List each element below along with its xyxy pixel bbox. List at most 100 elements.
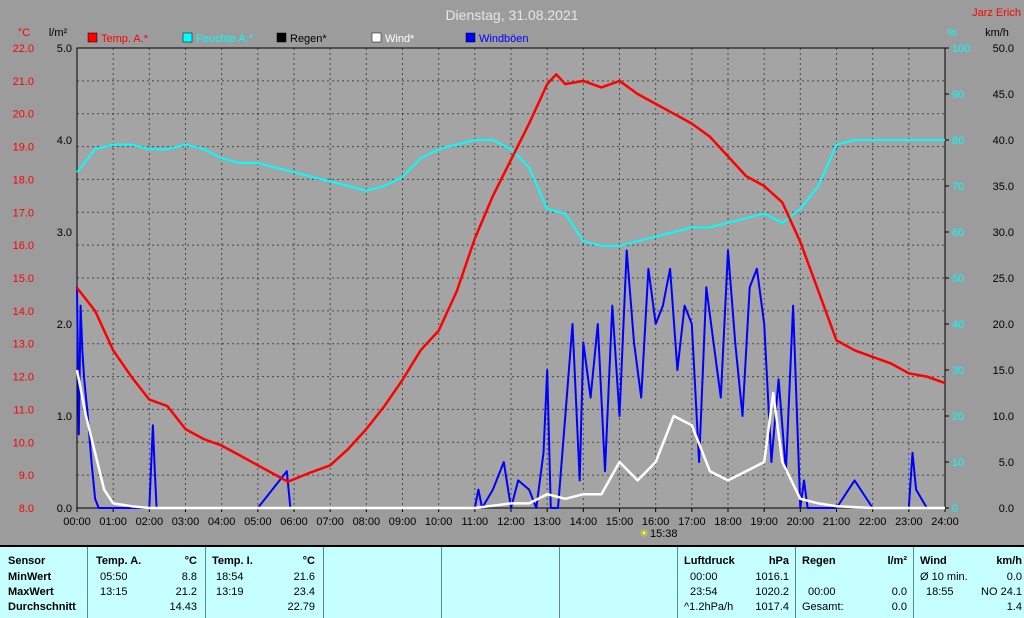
temp-a-min-value: 8.8 xyxy=(181,571,197,583)
empty-column-2 xyxy=(442,547,560,618)
temp-i-max-value: 23.4 xyxy=(293,586,315,598)
wind-avg10-value: 0.0 xyxy=(1006,571,1022,583)
right-wind-unit: km/h xyxy=(985,27,1009,39)
x-tick-label: 17:00 xyxy=(678,516,706,528)
wind-max-value: NO 24.1 xyxy=(981,586,1022,598)
wind-unit: km/h xyxy=(996,555,1022,567)
x-tick-label: 04:00 xyxy=(208,516,236,528)
humidity-tick-label: 60 xyxy=(952,227,964,239)
right-hum-unit: % xyxy=(947,27,957,39)
wind-header: Wind xyxy=(920,555,947,567)
x-tick-label: 08:00 xyxy=(353,516,381,528)
wind-tick-label: 0.0 xyxy=(999,503,1014,515)
humidity-tick-label: 80 xyxy=(952,135,964,147)
luftdruck-unit: hPa xyxy=(768,555,789,567)
x-tick-label: 00:00 xyxy=(63,516,91,528)
wind-tick-label: 20.0 xyxy=(993,319,1014,331)
sensor-column: Sensor MinWert MaxWert Durchschnitt xyxy=(0,547,88,618)
wind-tick-label: 45.0 xyxy=(993,89,1014,101)
temp-a-unit: °C xyxy=(184,555,197,567)
legend-label: Temp. A.* xyxy=(101,33,149,45)
x-tick-label: 05:00 xyxy=(244,516,272,528)
temp-tick-label: 16.0 xyxy=(13,240,34,252)
x-axis-ticks: 00:00 01:00 02:00 03:00 04:00 05:00 06:00 07:00… xyxy=(63,508,959,528)
humidity-tick-label: 50 xyxy=(952,273,964,285)
temp-i-min-time: 18:54 xyxy=(216,571,244,583)
wind-tick-label: 40.0 xyxy=(993,135,1014,147)
temp-tick-label: 12.0 xyxy=(13,372,34,384)
regen-max-value: 0.0 xyxy=(891,586,907,598)
chart-title: Dienstag, 31.08.2021 xyxy=(445,7,578,23)
wind-avg10-label: Ø 10 min. xyxy=(920,571,968,583)
temp-tick-label: 9.0 xyxy=(19,470,34,482)
rain-tick-label: 0.0 xyxy=(57,503,72,515)
luftdruck-avg-value: 1017.4 xyxy=(755,601,789,613)
luftdruck-min-value: 1016.1 xyxy=(755,571,789,583)
temp-i-avg-value: 22.79 xyxy=(287,601,315,613)
temp-a-header: Temp. A. xyxy=(96,555,142,567)
wind-avg-value: 1.4 xyxy=(1006,601,1022,613)
legend-swatch xyxy=(276,32,287,43)
wind-tick-label: 10.0 xyxy=(993,411,1014,423)
temp-tick-label: 11.0 xyxy=(13,404,34,416)
legend-label: Wind* xyxy=(385,33,415,45)
wind-max-time: 18:55 xyxy=(926,586,954,598)
empty-column-1 xyxy=(324,547,442,618)
series-line-temp xyxy=(76,73,946,483)
regen-total-value: 0.0 xyxy=(891,601,907,613)
sun-marker: ☀ 15:38 xyxy=(639,528,678,540)
regen-column: Regen l/m² 00:00 0.0 Gesamt: 0.0 xyxy=(796,547,914,618)
x-tick-label: 01:00 xyxy=(99,516,127,528)
sun-marker-time: 15:38 xyxy=(650,528,678,540)
wind-tick-label: 30.0 xyxy=(993,227,1014,239)
left-temp-unit: °C xyxy=(18,27,30,39)
series-lines xyxy=(75,73,946,510)
wind-tick-label: 35.0 xyxy=(993,181,1014,193)
luftdruck-trend: ^1.2hPa/h xyxy=(684,601,734,613)
series-line-humidity xyxy=(76,139,945,247)
wind-tick-label: 5.0 xyxy=(999,457,1014,469)
x-tick-label: 10:00 xyxy=(425,516,453,528)
luftdruck-header: Luftdruck xyxy=(684,555,735,567)
legend-swatch xyxy=(182,32,193,43)
temp-a-min-time: 05:50 xyxy=(100,571,128,583)
temp-tick-label: 17.0 xyxy=(13,207,34,219)
sun-icon: ☀ xyxy=(639,528,649,540)
humidity-tick-label: 70 xyxy=(952,181,964,193)
x-tick-label: 21:00 xyxy=(823,516,851,528)
wind-tick-label: 50.0 xyxy=(993,43,1014,55)
weather-chart: 22.0 21.0 20.0 19.0 18.0 17.0 16.0 15.0 14.0 13.0… xyxy=(12,7,1021,540)
temp-i-max-time: 13:19 xyxy=(216,586,244,598)
x-tick-label: 18:00 xyxy=(714,516,742,528)
right-axis-ticks: 100908070605040302010050.045.040.035.030… xyxy=(945,43,1014,515)
x-tick-label: 19:00 xyxy=(750,516,778,528)
x-tick-label: 13:00 xyxy=(533,516,561,528)
wind-column: Wind km/h Ø 10 min. 0.0 18:55 NO 24.1 1.… xyxy=(914,547,1024,618)
x-tick-label: 16:00 xyxy=(642,516,670,528)
grid-lines xyxy=(77,48,945,508)
temp-tick-label: 15.0 xyxy=(13,273,34,285)
rain-tick-label: 2.0 xyxy=(57,319,72,331)
legend-label: Regen* xyxy=(290,33,327,45)
luftdruck-column: Luftdruck hPa 00:00 1016.1 23:54 1020.2 … xyxy=(678,547,796,618)
x-tick-label: 15:00 xyxy=(606,516,634,528)
luftdruck-max-time: 23:54 xyxy=(690,586,718,598)
empty-column-3 xyxy=(560,547,678,618)
humidity-tick-label: 100 xyxy=(952,43,970,55)
x-tick-label: 03:00 xyxy=(172,516,200,528)
left-rain-unit: l/m² xyxy=(49,27,68,39)
temp-tick-label: 22.0 xyxy=(13,43,34,55)
x-tick-label: 12:00 xyxy=(497,516,525,528)
row-label-min: MinWert xyxy=(8,571,52,583)
station-name: Jarz Erich xyxy=(972,7,1021,19)
regen-total-label: Gesamt: xyxy=(802,601,844,613)
wind-tick-label: 15.0 xyxy=(993,365,1014,377)
humidity-tick-label: 0 xyxy=(952,503,958,515)
row-label-max: MaxWert xyxy=(8,586,54,598)
legend-label: Feuchte A.* xyxy=(196,33,254,45)
x-tick-label: 22:00 xyxy=(859,516,887,528)
series-line-wind xyxy=(75,369,945,510)
humidity-tick-label: 30 xyxy=(952,365,964,377)
sensor-header: Sensor xyxy=(8,555,46,567)
temp-i-unit: °C xyxy=(302,555,315,567)
